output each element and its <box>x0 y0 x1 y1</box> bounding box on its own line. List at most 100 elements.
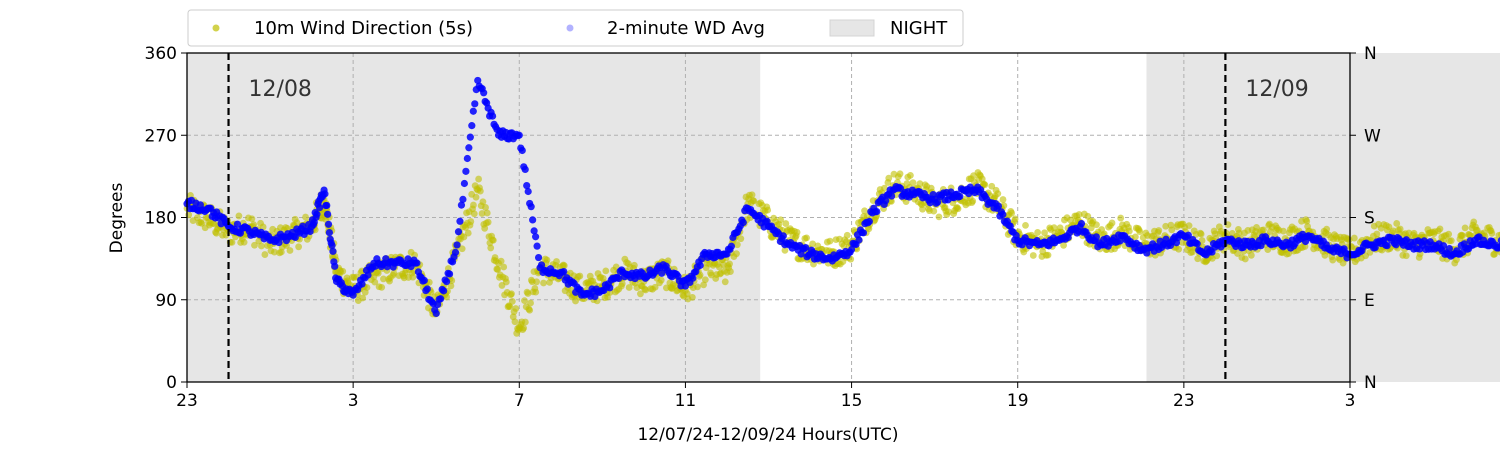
wd-avg-point <box>1092 233 1100 241</box>
x-tick-label: 3 <box>348 391 359 411</box>
wind-direction-point <box>764 206 772 214</box>
legend-night-label: NIGHT <box>890 18 948 39</box>
wind-direction-point <box>1194 255 1202 263</box>
wind-direction-point <box>657 276 665 284</box>
wind-direction-point <box>543 256 551 264</box>
wind-direction-point <box>1253 223 1260 231</box>
wd-avg-point <box>1445 245 1453 253</box>
y-tick-label-left: 180 <box>145 209 177 229</box>
wd-avg-point <box>865 217 873 226</box>
wd-avg-point <box>882 197 890 205</box>
wind-direction-point <box>240 238 248 246</box>
x-tick-label: 19 <box>1007 391 1029 411</box>
wind-direction-point <box>532 288 540 296</box>
wind-direction-point <box>803 234 810 242</box>
wind-direction-point <box>881 184 888 192</box>
wind-direction-point <box>339 267 347 275</box>
wind-direction-point <box>1213 252 1221 260</box>
wind-direction-point <box>843 231 851 239</box>
wind-direction-point <box>521 297 528 305</box>
wd-avg-point <box>328 241 336 250</box>
wd-avg-point <box>453 241 461 249</box>
wind-direction-point <box>721 278 729 286</box>
wind-direction-point <box>700 281 708 289</box>
wind-direction-point <box>467 218 475 225</box>
wind-direction-point <box>1453 256 1460 264</box>
wind-direction-point <box>1488 229 1496 237</box>
wind-direction-point <box>1175 245 1183 253</box>
wind-direction-point <box>909 179 917 187</box>
wind-direction-point <box>793 228 801 236</box>
wd-avg-point <box>471 100 479 108</box>
wind-direction-point <box>1000 202 1008 209</box>
wind-direction-point <box>826 237 834 245</box>
wind-direction-point <box>930 207 938 215</box>
wind-direction-point <box>954 205 962 213</box>
wind-direction-point <box>1117 214 1125 222</box>
legend-box <box>187 9 964 47</box>
wd-avg-point <box>797 250 805 258</box>
wind-direction-point <box>748 191 756 199</box>
wind-direction-point <box>1436 225 1444 233</box>
wd-avg-point <box>527 203 535 211</box>
wind-direction-point <box>1247 251 1255 259</box>
wind-direction-point <box>508 297 516 305</box>
wd-avg-point <box>423 285 431 293</box>
wind-direction-point <box>1402 252 1410 260</box>
wind-direction-point <box>295 243 303 251</box>
day-marker-label: 12/08 <box>249 77 312 102</box>
wind-direction-point <box>494 266 502 273</box>
wind-direction-point <box>1393 220 1401 227</box>
wind-direction-point <box>1445 230 1453 238</box>
wind-direction-point <box>988 182 996 190</box>
y-tick-label-right: S <box>1364 209 1375 229</box>
wind-direction-point <box>1447 237 1455 245</box>
wd-avg-point <box>530 227 538 235</box>
wind-direction-point <box>781 246 789 254</box>
wind-direction-point <box>500 263 508 271</box>
wind-direction-point <box>293 219 301 226</box>
wd-avg-point <box>440 287 448 295</box>
wind-direction-point <box>1093 221 1100 229</box>
wind-direction-point <box>248 215 256 223</box>
axes: 23371115192337111519233090180270360NESWN <box>145 44 1381 411</box>
wind-direction-point <box>1108 219 1116 227</box>
wind-direction-point <box>478 210 486 217</box>
wd-avg-point <box>999 210 1007 219</box>
wd-avg-point <box>855 236 863 244</box>
wind-direction-point <box>945 208 952 216</box>
wind-direction-point <box>1011 215 1019 223</box>
wd-avg-point <box>437 295 445 303</box>
wd-avg-point <box>537 261 546 269</box>
wd-avg-point <box>1497 237 1500 244</box>
wd-avg-point <box>529 216 537 224</box>
wind-direction-point <box>642 286 650 294</box>
x-tick-label: 23 <box>176 391 198 411</box>
wind-direction-point <box>999 196 1007 203</box>
wind-direction-point <box>470 210 478 218</box>
wind-direction-point <box>1461 224 1469 232</box>
wd-avg-point <box>606 284 614 292</box>
wd-avg-point <box>459 195 467 203</box>
wind-direction-point <box>560 262 568 270</box>
wind-direction-point <box>484 218 492 226</box>
wd-avg-point <box>615 274 623 283</box>
wd-avg-point <box>469 107 477 115</box>
wind-direction-point <box>1350 234 1358 242</box>
wind-direction-point <box>259 223 267 231</box>
wind-direction-point <box>1285 250 1292 257</box>
wind-direction-point <box>1125 227 1133 235</box>
wind-direction-point <box>553 258 560 265</box>
wind-direction-point <box>1389 227 1397 235</box>
wd-avg-point <box>524 187 532 196</box>
wind-direction-point <box>261 251 269 258</box>
wd-avg-point <box>454 228 463 236</box>
wind-direction-point <box>1264 246 1272 254</box>
legend-night-swatch <box>829 19 875 37</box>
wind-direction-point <box>1260 226 1267 234</box>
wind-direction-point <box>1323 225 1331 233</box>
wd-avg-point <box>432 309 440 318</box>
wind-direction-point <box>630 261 638 269</box>
legend: 10m Wind Direction (5s) 2-minute WD Avg … <box>187 9 964 47</box>
x-tick-label: 23 <box>1173 391 1195 411</box>
